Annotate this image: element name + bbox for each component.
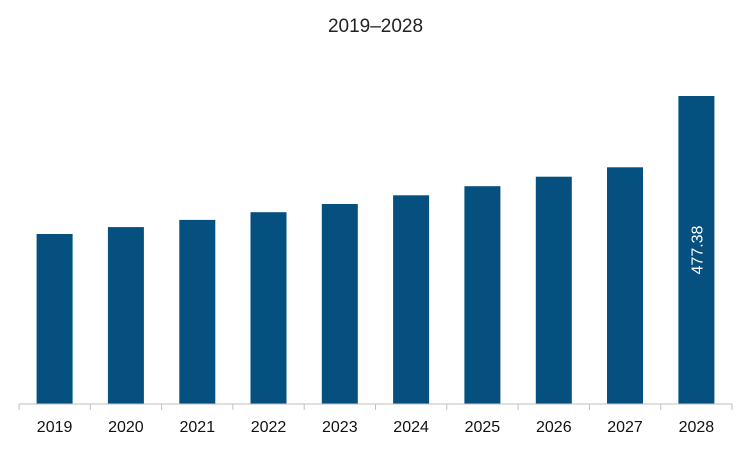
bars-group [36,96,715,404]
chart-title: 2019–2028 [327,16,424,37]
x-tick-label-2024: 2024 [393,419,429,436]
data-labels: 477.38 [689,225,706,274]
x-tick-labels: 2019 2020 2021 2022 2023 2024 2025 2026 2027 2028 [37,419,714,436]
bar-2026 [535,176,572,404]
x-tick-label-2022: 2022 [251,419,287,436]
x-tick-label-2020: 2020 [108,419,144,436]
bar-2024 [393,195,430,404]
bar-2019 [36,234,73,404]
x-tick-label-2025: 2025 [465,419,501,436]
x-tick-label-2019: 2019 [37,419,73,436]
x-tick-label-2023: 2023 [322,419,358,436]
bar-2027 [607,167,643,404]
x-tick-label-2028: 2028 [679,419,715,436]
bar-2021 [179,219,216,404]
data-label-2028: 477.38 [689,225,706,274]
bar-2025 [464,186,501,404]
x-tick-label-2026: 2026 [536,419,572,436]
x-tick-label-2021: 2021 [180,419,216,436]
bar-2023 [321,204,358,404]
bar-2020 [107,227,144,404]
bar-2022 [250,212,287,404]
x-tick-label-2027: 2027 [607,419,643,436]
bar-2028 [678,96,715,404]
x-axis [18,403,733,410]
